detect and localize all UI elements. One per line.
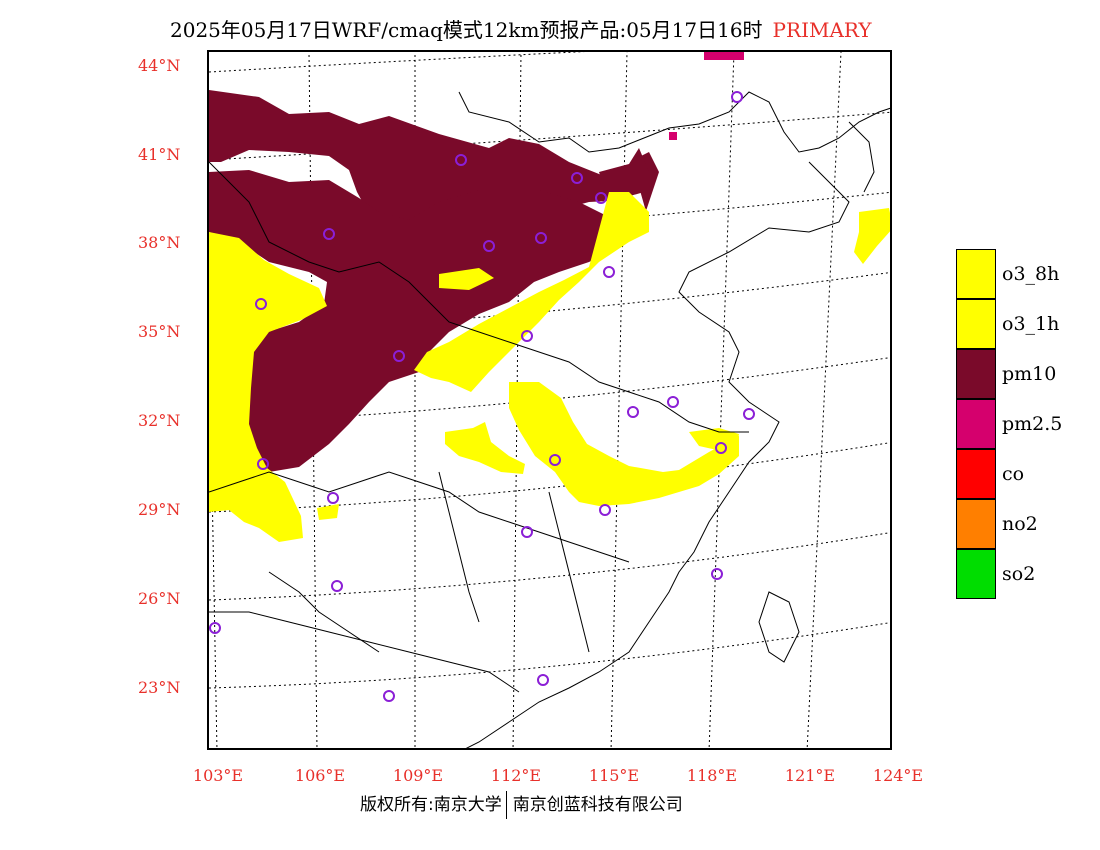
lon-label-103: 103°E bbox=[192, 766, 244, 785]
station-marker bbox=[715, 442, 727, 454]
boundaries bbox=[209, 91, 890, 748]
lat-label-32: 32°N bbox=[138, 411, 181, 430]
station-marker bbox=[535, 232, 547, 244]
legend-swatch bbox=[956, 399, 996, 449]
legend-label: pm10 bbox=[1002, 363, 1057, 385]
legend-label: o3_1h bbox=[1002, 313, 1060, 335]
station-marker bbox=[603, 266, 615, 278]
legend-label: o3_8h bbox=[1002, 263, 1060, 285]
lat-label-26: 26°N bbox=[138, 589, 181, 608]
footer-right: 南京创蓝科技有限公司 bbox=[512, 795, 683, 815]
station-marker bbox=[599, 504, 611, 516]
legend-label: no2 bbox=[1002, 513, 1038, 535]
station-marker bbox=[209, 622, 221, 634]
lat-label-38: 38°N bbox=[138, 233, 181, 252]
lon-label-106: 106°E bbox=[294, 766, 346, 785]
legend-item-o3-1h: o3_1h bbox=[956, 299, 1076, 349]
legend-label: co bbox=[1002, 463, 1025, 485]
lat-label-29: 29°N bbox=[138, 500, 181, 519]
legend-item-no2: no2 bbox=[956, 499, 1076, 549]
station-marker bbox=[255, 298, 267, 310]
legend-item-pm25: pm2.5 bbox=[956, 399, 1076, 449]
legend-swatch bbox=[956, 299, 996, 349]
station-marker bbox=[595, 192, 607, 204]
map-title: 2025年05月17日WRF/cmaq模式12km预报产品:05月17日16时 P… bbox=[170, 14, 1000, 43]
legend-swatch bbox=[956, 449, 996, 499]
legend-label: pm2.5 bbox=[1002, 413, 1063, 435]
map-canvas bbox=[209, 52, 890, 748]
lon-label-115: 115°E bbox=[588, 766, 640, 785]
station-marker bbox=[571, 172, 583, 184]
station-marker bbox=[455, 154, 467, 166]
legend: o3_8h o3_1h pm10 pm2.5 co no2 so2 bbox=[956, 249, 1076, 599]
lat-label-23: 23°N bbox=[138, 678, 181, 697]
copyright-footer: 版权所有:南京大学 南京创蓝科技有限公司 bbox=[360, 790, 683, 819]
station-marker bbox=[383, 690, 395, 702]
title-main: 2025年05月17日WRF/cmaq模式12km预报产品:05月17日16时 bbox=[170, 18, 763, 42]
lat-label-35: 35°N bbox=[138, 322, 181, 341]
lon-label-118: 118°E bbox=[686, 766, 738, 785]
lon-label-109: 109°E bbox=[392, 766, 444, 785]
legend-item-o3-8h: o3_8h bbox=[956, 249, 1076, 299]
station-marker bbox=[521, 526, 533, 538]
station-marker bbox=[483, 240, 495, 252]
footer-divider bbox=[505, 791, 507, 819]
lat-label-41: 41°N bbox=[138, 145, 181, 164]
station-marker bbox=[537, 674, 549, 686]
pollutant-map[interactable] bbox=[207, 50, 892, 750]
pm25-spots bbox=[669, 52, 744, 140]
station-markers bbox=[209, 91, 755, 702]
station-marker bbox=[731, 91, 743, 103]
station-marker bbox=[667, 396, 679, 408]
footer-left: 版权所有:南京大学 bbox=[360, 795, 502, 815]
legend-swatch bbox=[956, 249, 996, 299]
station-marker bbox=[743, 408, 755, 420]
o3-area bbox=[209, 192, 890, 542]
legend-swatch bbox=[956, 549, 996, 599]
station-marker bbox=[327, 492, 339, 504]
lon-label-121: 121°E bbox=[784, 766, 836, 785]
legend-swatch bbox=[956, 349, 996, 399]
station-marker bbox=[323, 228, 335, 240]
lon-label-124: 124°E bbox=[872, 766, 924, 785]
legend-item-so2: so2 bbox=[956, 549, 1076, 599]
station-marker bbox=[627, 406, 639, 418]
legend-swatch bbox=[956, 499, 996, 549]
lat-label-44: 44°N bbox=[138, 56, 181, 75]
legend-item-co: co bbox=[956, 449, 1076, 499]
station-marker bbox=[711, 568, 723, 580]
legend-item-pm10: pm10 bbox=[956, 349, 1076, 399]
legend-label: so2 bbox=[1002, 563, 1036, 585]
station-marker bbox=[257, 458, 269, 470]
station-marker bbox=[331, 580, 343, 592]
lon-label-112: 112°E bbox=[490, 766, 542, 785]
station-marker bbox=[549, 454, 561, 466]
station-marker bbox=[521, 330, 533, 342]
title-tag: PRIMARY bbox=[772, 18, 872, 42]
station-marker bbox=[393, 350, 405, 362]
